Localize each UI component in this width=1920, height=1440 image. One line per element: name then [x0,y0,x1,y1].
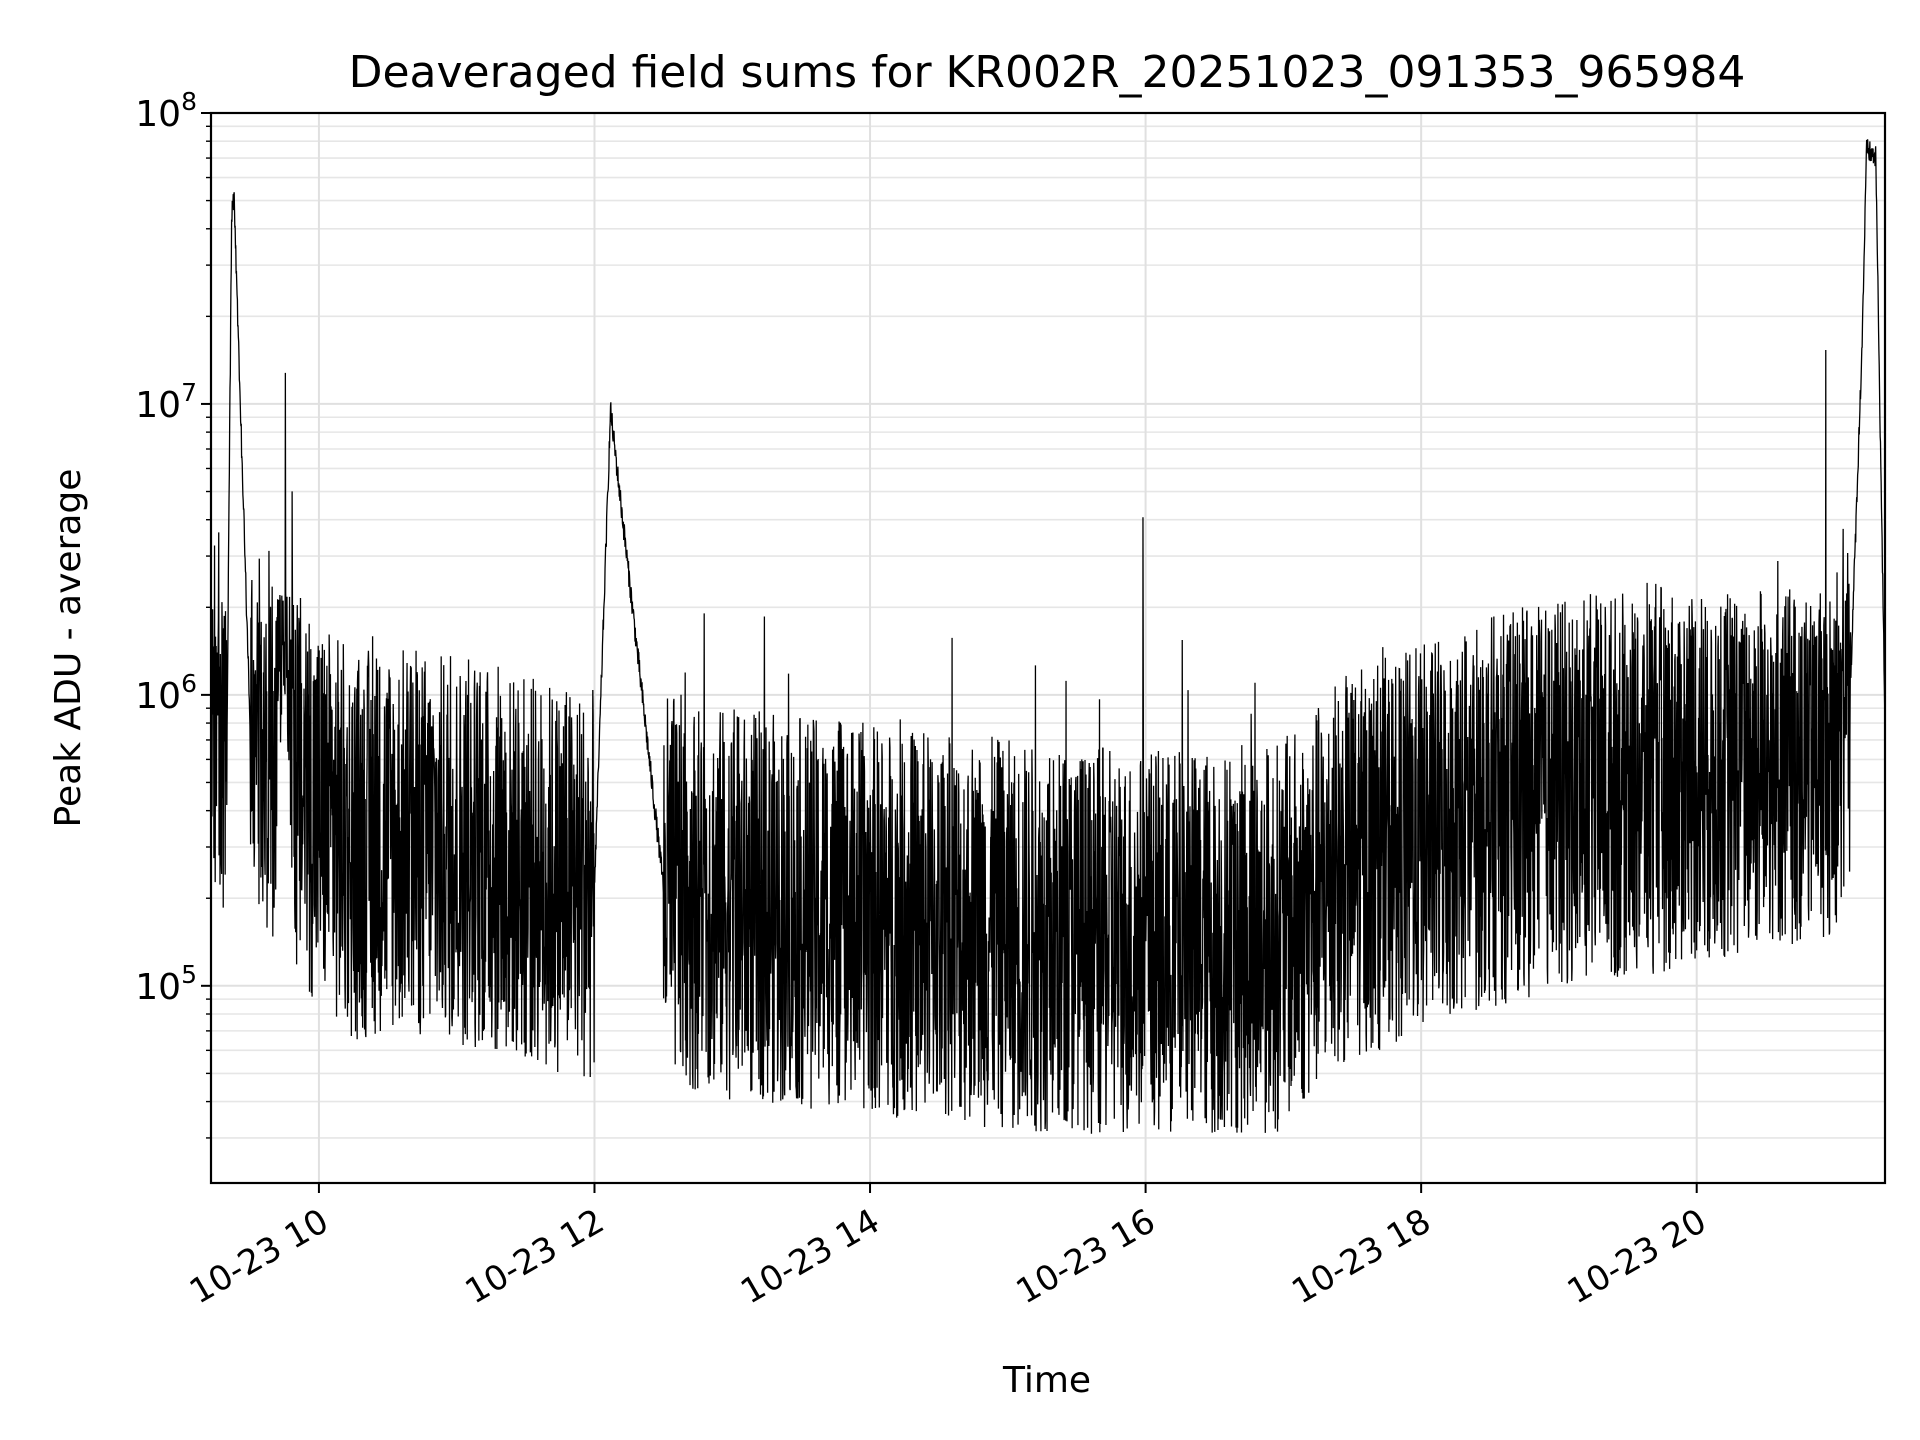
series-line [210,139,1886,1134]
y-axis: 105 106 107 108 [135,87,211,1139]
y-tick-label: 108 [135,87,197,135]
y-tick-label: 106 [135,669,197,717]
x-axis-label: Time [1002,1360,1091,1401]
y-tick-label: 105 [135,960,197,1008]
y-axis-label: Peak ADU - average [48,469,89,828]
y-tick-label: 107 [135,378,197,426]
chart-title: Deaveraged field sums for KR002R_2025102… [349,47,1746,98]
plot-frame [209,111,1887,1185]
